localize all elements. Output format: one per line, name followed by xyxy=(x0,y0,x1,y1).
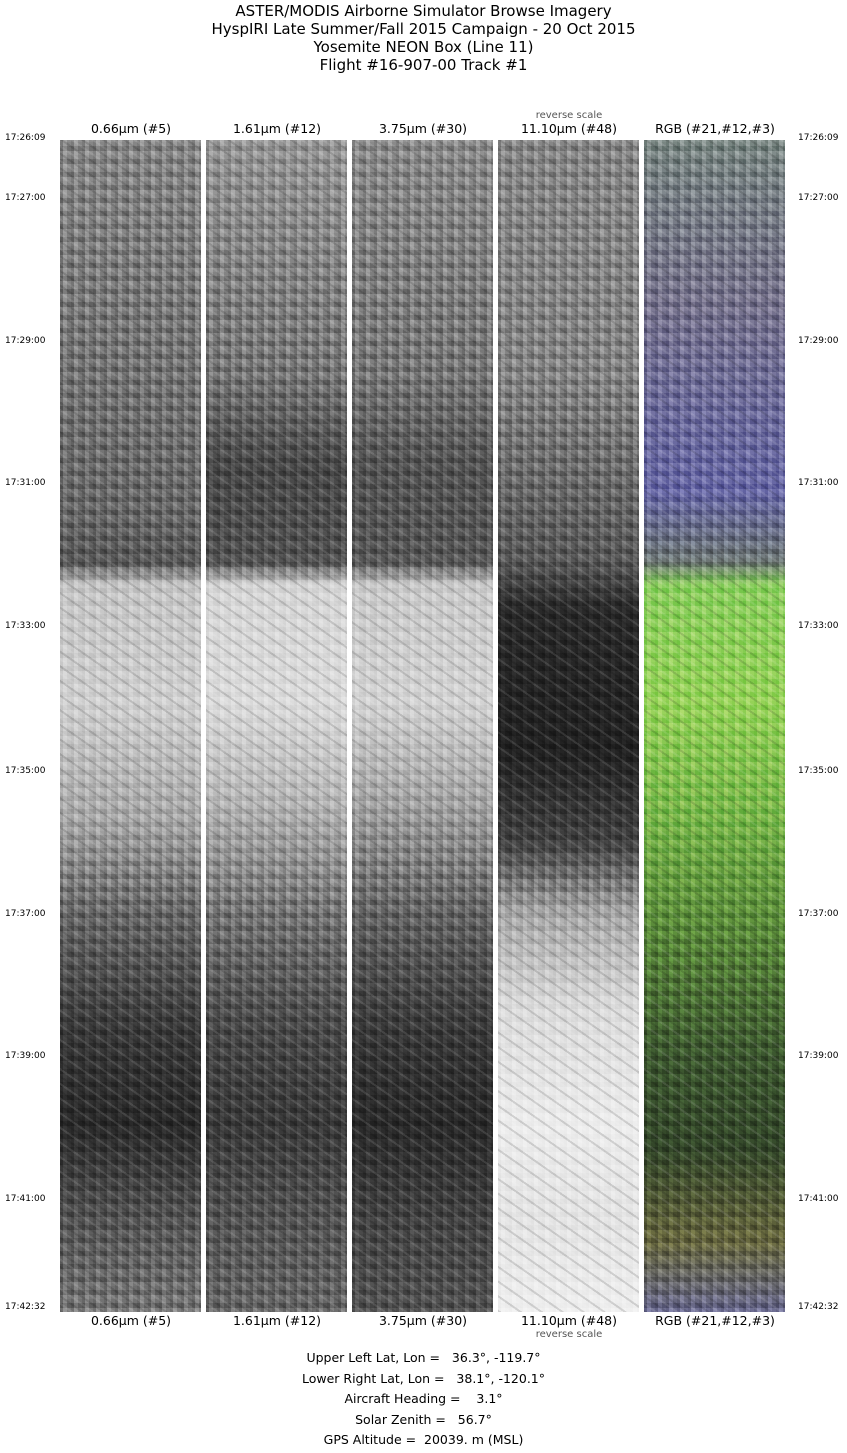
channel-label-bottom: 1.61µm (#12) xyxy=(232,1313,322,1328)
image-strip-5 xyxy=(644,140,785,1312)
channel-label-bottom: 3.75µm (#30) xyxy=(378,1313,468,1328)
time-label-left: 17:37:00 xyxy=(5,909,46,919)
info-line: GPS Altitude = 20039. m (MSL) xyxy=(323,1432,524,1447)
title-line: Yosemite NEON Box (Line 11) xyxy=(313,38,534,56)
image-strip-4 xyxy=(498,140,639,1312)
info-line: Aircraft Heading = 3.1° xyxy=(344,1391,503,1406)
title-line: ASTER/MODIS Airborne Simulator Browse Im… xyxy=(235,2,612,20)
time-label-right: 17:31:00 xyxy=(798,478,839,488)
time-label-right: 17:37:00 xyxy=(798,909,839,919)
image-texture xyxy=(644,140,785,1312)
image-texture xyxy=(352,140,493,1312)
time-label-left: 17:27:00 xyxy=(5,193,46,203)
channel-label-top: RGB (#21,#12,#3) xyxy=(655,121,775,136)
time-label-right: 17:42:32 xyxy=(798,1302,839,1312)
time-label-left: 17:39:00 xyxy=(5,1051,46,1061)
image-texture xyxy=(60,140,201,1312)
title-line: HyspIRI Late Summer/Fall 2015 Campaign -… xyxy=(211,20,636,38)
time-label-right: 17:39:00 xyxy=(798,1051,839,1061)
reverse-scale-note-bottom: reverse scale xyxy=(535,1329,603,1340)
time-label-right: 17:35:00 xyxy=(798,766,839,776)
time-label-left: 17:35:00 xyxy=(5,766,46,776)
image-texture xyxy=(498,140,639,1312)
image-texture xyxy=(60,140,201,1312)
info-line: Solar Zenith = 56.7° xyxy=(355,1411,492,1427)
time-label-left: 17:26:09 xyxy=(5,133,46,143)
channel-label-top: 3.75µm (#30) xyxy=(378,121,468,136)
image-texture xyxy=(644,140,785,1312)
image-texture xyxy=(352,140,493,1312)
time-label-right: 17:29:00 xyxy=(798,336,839,346)
time-label-right: 17:26:09 xyxy=(798,133,839,143)
image-texture xyxy=(498,140,639,1312)
time-label-left: 17:41:00 xyxy=(5,1194,46,1204)
time-label-left: 17:31:00 xyxy=(5,478,46,488)
channel-label-bottom: RGB (#21,#12,#3) xyxy=(655,1313,775,1328)
image-texture xyxy=(206,140,347,1312)
time-label-right: 17:41:00 xyxy=(798,1194,839,1204)
info-line: Upper Left Lat, Lon = 36.3°, -119.7° xyxy=(306,1350,541,1365)
time-label-right: 17:33:00 xyxy=(798,621,839,631)
title-line: Flight #16-907-00 Track #1 xyxy=(319,56,528,74)
image-strip-1 xyxy=(60,140,201,1312)
channel-label-top: 0.66µm (#5) xyxy=(90,121,172,136)
channel-label-top: 11.10µm (#48) xyxy=(520,121,618,136)
channel-label-bottom: 0.66µm (#5) xyxy=(90,1313,172,1328)
info-line: Lower Right Lat, Lon = 38.1°, -120.1° xyxy=(301,1370,546,1386)
time-label-left: 17:29:00 xyxy=(5,336,46,346)
figure-title: ASTER/MODIS Airborne Simulator Browse Im… xyxy=(0,2,847,74)
image-texture xyxy=(206,140,347,1312)
time-label-left: 17:42:32 xyxy=(5,1302,46,1312)
image-strip-3 xyxy=(352,140,493,1312)
image-strip-2 xyxy=(206,140,347,1312)
time-label-right: 17:27:00 xyxy=(798,193,839,203)
channel-label-top: 1.61µm (#12) xyxy=(232,121,322,136)
reverse-scale-note-top: reverse scale xyxy=(535,110,603,121)
time-label-left: 17:33:00 xyxy=(5,621,46,631)
channel-label-bottom: 11.10µm (#48) xyxy=(520,1313,618,1328)
